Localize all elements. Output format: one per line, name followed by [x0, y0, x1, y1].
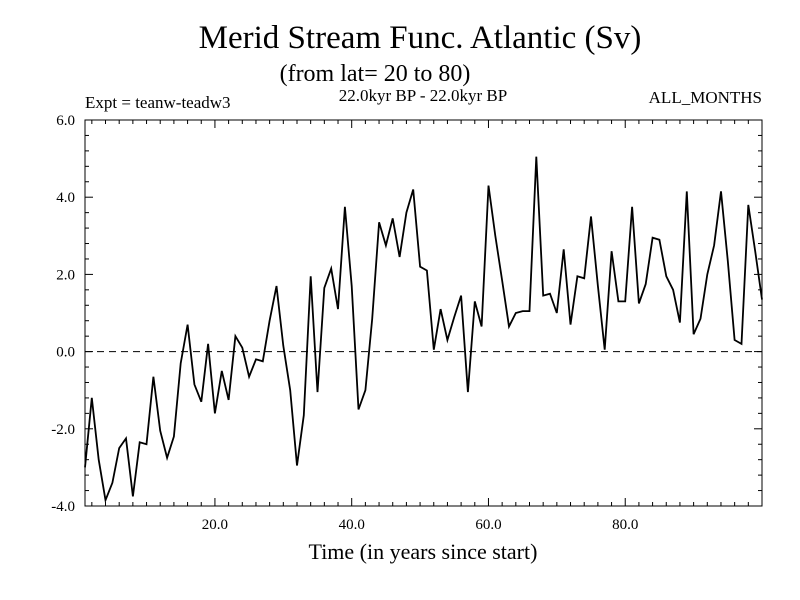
y-tick-label: 0.0 — [56, 345, 75, 361]
plot-area-frame — [84, 119, 763, 507]
x-tick-label: 20.0 — [202, 517, 228, 533]
time-range-label: 22.0kyr BP - 22.0kyr BP — [339, 86, 507, 105]
y-tick-label: -2.0 — [51, 422, 75, 438]
x-tick-labels: 20.0 40.0 60.0 80.0 — [202, 517, 639, 533]
experiment-label: Expt = teanw-teadw3 — [85, 93, 231, 112]
months-label: ALL_MONTHS — [649, 88, 762, 107]
y-tick-labels: -4.0 -2.0 0.0 2.0 4.0 6.0 — [51, 113, 75, 515]
series-line — [84, 156, 763, 504]
x-tick-label: 80.0 — [612, 517, 638, 533]
y-tick-label: 6.0 — [56, 113, 75, 129]
axis-ticks — [85, 120, 762, 506]
y-tick-label: 2.0 — [56, 267, 75, 283]
chart-subtitle: (from lat= 20 to 80) — [280, 61, 471, 87]
y-tick-label: 4.0 — [56, 190, 75, 206]
x-axis-label: Time (in years since start) — [309, 539, 538, 564]
x-tick-label: 40.0 — [339, 517, 365, 533]
x-tick-label: 60.0 — [475, 517, 501, 533]
chart-title: Merid Stream Func. Atlantic (Sv) — [199, 20, 642, 56]
y-tick-label: -4.0 — [51, 499, 75, 515]
